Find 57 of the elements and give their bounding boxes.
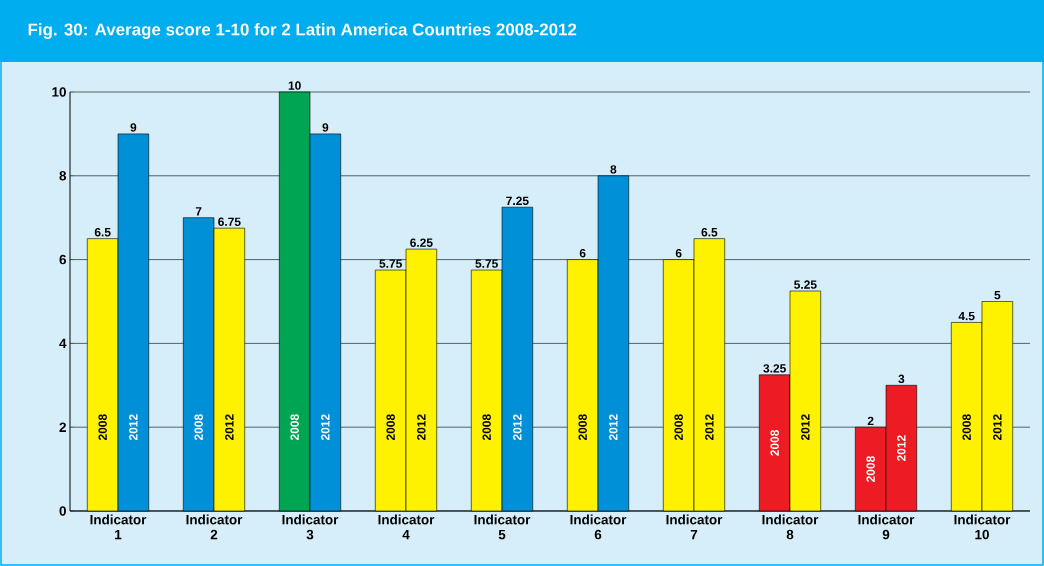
text: 2012 xyxy=(513,414,522,441)
data-label: 5.75 xyxy=(379,259,402,268)
data-label: 6.5 xyxy=(94,227,111,237)
text: 2012 xyxy=(993,414,1002,441)
text: 2008 xyxy=(770,429,779,456)
data-label: 7 xyxy=(195,207,202,216)
series-label: 2008 xyxy=(98,414,107,441)
y-tick-label: 6 xyxy=(59,254,67,265)
x-tick-label: Indicator 9 xyxy=(858,514,915,540)
data-label: 6 xyxy=(675,248,682,258)
x-tick-label: Indicator 10 xyxy=(954,514,1011,540)
data-label: 8 xyxy=(610,165,617,174)
y-tick-label: 8 xyxy=(59,171,67,181)
data-label: 7.25 xyxy=(506,196,529,205)
text: 2008 xyxy=(962,414,971,441)
text: 2008 xyxy=(482,414,491,441)
data-label: 9 xyxy=(322,123,329,132)
text: 2012 xyxy=(705,414,714,441)
text: 2012 xyxy=(897,435,906,462)
y-tick-label: 10 xyxy=(52,87,66,97)
text: 2012 xyxy=(321,414,330,441)
x-tick-label: Indicator 4 xyxy=(378,514,435,540)
data-label: 6.75 xyxy=(218,217,241,226)
series-label: 2012 xyxy=(129,414,138,441)
y-tick-label: 0 xyxy=(59,506,66,516)
x-tick-label: Indicator 8 xyxy=(762,514,819,540)
data-label: 6.5 xyxy=(701,227,718,237)
data-label: 9 xyxy=(130,123,137,132)
chart-title: Fig. 30: Average score 1-10 for 2 Latin America Countries 2008-2012 xyxy=(28,23,577,39)
data-label: 3 xyxy=(898,374,905,384)
data-label: 5.25 xyxy=(794,280,817,289)
text: 2008 xyxy=(674,414,683,441)
x-tick-label: Indicator 5 xyxy=(474,514,531,540)
y-tick-label: 2 xyxy=(59,422,66,432)
x-tick-label: Indicator 7 xyxy=(666,514,723,540)
text: 2012 xyxy=(801,414,810,441)
data-label: 5 xyxy=(994,290,1001,300)
text: 2008 xyxy=(386,414,395,441)
data-label: 6 xyxy=(579,248,586,258)
x-tick-label: Indicator 6 xyxy=(570,514,627,540)
y-tick-label: 4 xyxy=(59,338,67,349)
data-label: 5.75 xyxy=(475,259,498,268)
text: 2008 xyxy=(866,456,875,482)
x-tick-label: Indicator 3 xyxy=(282,514,339,540)
x-tick-label: Indicator 2 xyxy=(186,514,243,540)
text: 2012 xyxy=(225,414,234,441)
data-label: 10 xyxy=(288,81,301,90)
data-label: 2 xyxy=(867,416,874,425)
x-tick-label: Indicator 1 xyxy=(90,514,147,540)
data-label: 3.25 xyxy=(763,364,786,373)
text: 2008 xyxy=(578,414,587,441)
text: 2008 xyxy=(194,414,203,441)
text: 2012 xyxy=(609,414,618,441)
data-label: 6.25 xyxy=(410,238,433,247)
text: 2012 xyxy=(417,414,426,441)
text: 2008 xyxy=(290,414,299,441)
data-label: 4.5 xyxy=(958,311,975,321)
